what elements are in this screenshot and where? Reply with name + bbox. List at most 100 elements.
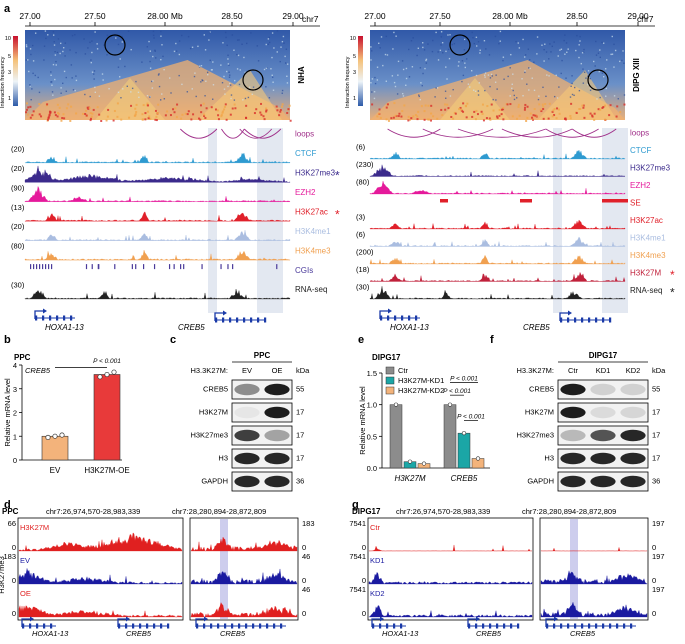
left-gene-creb5-exon — [215, 317, 218, 323]
left-hic-map-pixel — [174, 107, 177, 110]
panel-e-title: DIPG17 — [372, 353, 401, 362]
left-hic-map-noise — [37, 76, 39, 79]
left-track-cgis-mark — [39, 264, 41, 270]
right-hic-map-noise — [441, 41, 444, 44]
left-hic-map-noise — [53, 44, 56, 46]
right-hic-map-noise — [613, 95, 616, 97]
right-hic-map-noise — [472, 37, 474, 39]
left-track-cgis-mark — [153, 264, 156, 270]
left-hic-map-noise — [163, 98, 166, 100]
left-hic-map-noise — [149, 60, 151, 63]
panel-b-xlabel: H3K27M-OE — [84, 466, 129, 475]
panel-d-track-h3k27m-label: H3K27M — [20, 523, 49, 532]
left-hic-map-noise — [65, 90, 67, 92]
left-hic-map-noise — [34, 74, 36, 77]
left-track-ctcf-label: CTCF — [295, 149, 316, 158]
right-highlight-band — [602, 128, 628, 313]
panel-f-row-h3k27m: H3K27M — [525, 408, 554, 417]
right-hic-map-noise — [559, 49, 561, 51]
left-hic-map-pixel — [262, 115, 265, 118]
left-track-cgis-mark — [168, 264, 171, 270]
right-hic-map-pixel — [552, 109, 555, 112]
left-hic-map-noise — [89, 95, 91, 98]
left-hic-map-pixel — [217, 118, 220, 121]
left-gene-creb5-exon — [222, 317, 225, 323]
panel-g-track-ctr-signal-right — [540, 546, 648, 552]
left-hic-map-noise — [94, 31, 96, 33]
panel-d-gene-creb5-right-exon — [273, 623, 276, 629]
right-hic-map-pixel — [426, 118, 429, 121]
right-hic-map-pixel — [488, 117, 491, 120]
left-chrom-label: chr7 — [302, 14, 319, 24]
panel-d-track-oe-label: OE — [20, 589, 31, 598]
right-hic-map-noise — [573, 86, 576, 89]
right-hic-map-noise — [565, 42, 568, 44]
left-hic-map-noise — [155, 57, 157, 59]
left-hic-map-noise — [130, 91, 132, 93]
left-track-h3k4me1-signal — [24, 230, 291, 241]
panel-g-gene-creb5-left-exon — [475, 623, 478, 629]
right-hic-map-pixel — [393, 102, 396, 105]
right-hic-map-pixel — [482, 119, 485, 122]
panel-f-kda-gapdh: 36 — [652, 477, 660, 486]
left-track-h3k27me3-star: * — [335, 168, 340, 182]
right-hic-map-noise — [440, 31, 443, 33]
left-hic-map-pixel — [116, 102, 119, 105]
right-hic-map-pixel — [416, 115, 419, 118]
right-hic-map-noise — [422, 42, 424, 44]
right-hic-map-pixel — [535, 114, 538, 117]
right-hic-map-pixel — [623, 103, 626, 106]
right-colorbar — [358, 36, 363, 106]
panel-c-header-label: H3.3K27M: — [190, 366, 228, 375]
left-colorbar-tick: 10 — [5, 36, 11, 42]
panel-e-legend-h3k27m-kd1: H3K27M-KD1 — [398, 376, 444, 385]
right-track-h3k27m-signal — [369, 271, 626, 282]
panel-f-row-creb5: CREB5 — [529, 385, 554, 394]
panel-g-gene-hoxa-tss-arrow — [371, 618, 380, 627]
panel-g-box-right — [539, 517, 649, 621]
right-hic-map-noise — [555, 74, 557, 77]
left-hic-map-pixel — [154, 109, 157, 112]
panel-d-box-right — [189, 517, 299, 621]
left-hic-map-pixel — [47, 116, 50, 119]
left-hic-map-noise — [272, 81, 274, 83]
left-hic-map-noise — [119, 58, 121, 60]
right-hic-map-pixel — [447, 107, 450, 110]
panel-d-gene-creb5-right-exon — [252, 623, 255, 629]
right-hic-map-pixel — [602, 105, 605, 108]
left-hic-map-noise — [29, 48, 32, 50]
left-hic-map-pixel — [87, 107, 90, 110]
right-gene-label-hoxa: HOXA1-13 — [390, 323, 429, 332]
panel-g-track-kd2-right-zero: 0 — [652, 609, 656, 618]
left-hic-map-pixel — [259, 111, 262, 114]
right-hic-map-pixel — [452, 117, 455, 120]
right-hic-map-noise — [560, 72, 562, 75]
left-hic-map-noise — [157, 74, 160, 76]
panel-g-gene-hoxa-exon — [400, 623, 403, 629]
left-hic-map-pixel — [142, 104, 145, 107]
left-hic-map-noise — [54, 78, 56, 81]
left-hic-map-pixel — [91, 112, 94, 115]
panel-e-ytick-label: 1.0 — [367, 401, 377, 410]
left-hic-map-noise — [189, 47, 192, 50]
left-hic-map-pixel — [200, 111, 203, 114]
left-hic-map-noise — [265, 67, 268, 69]
right-axis-tick-label: 27.00 — [364, 11, 386, 21]
left-hic-map-noise — [163, 68, 165, 71]
right-hic-map-noise — [524, 70, 526, 72]
left-gene-creb5-exon — [264, 317, 267, 323]
panel-e-point — [461, 431, 467, 436]
left-hic-map-pixel — [260, 113, 263, 116]
right-hic-map-noise — [595, 54, 598, 56]
right-hic-map-noise — [484, 76, 486, 78]
left-hic-map-noise — [238, 39, 240, 41]
left-hic-map-pixel — [134, 107, 137, 110]
right-hic-map-noise — [396, 93, 399, 95]
left-hic-map-noise — [236, 39, 239, 41]
panel-e-legend-swatch — [385, 376, 395, 385]
left-track-cgis-mark — [33, 264, 35, 270]
left-hic-map-pixel — [175, 116, 178, 119]
right-hic-map-noise — [421, 84, 423, 87]
left-track-h3k27me3-signal — [24, 165, 291, 183]
left-hic-map-noise — [119, 76, 121, 78]
